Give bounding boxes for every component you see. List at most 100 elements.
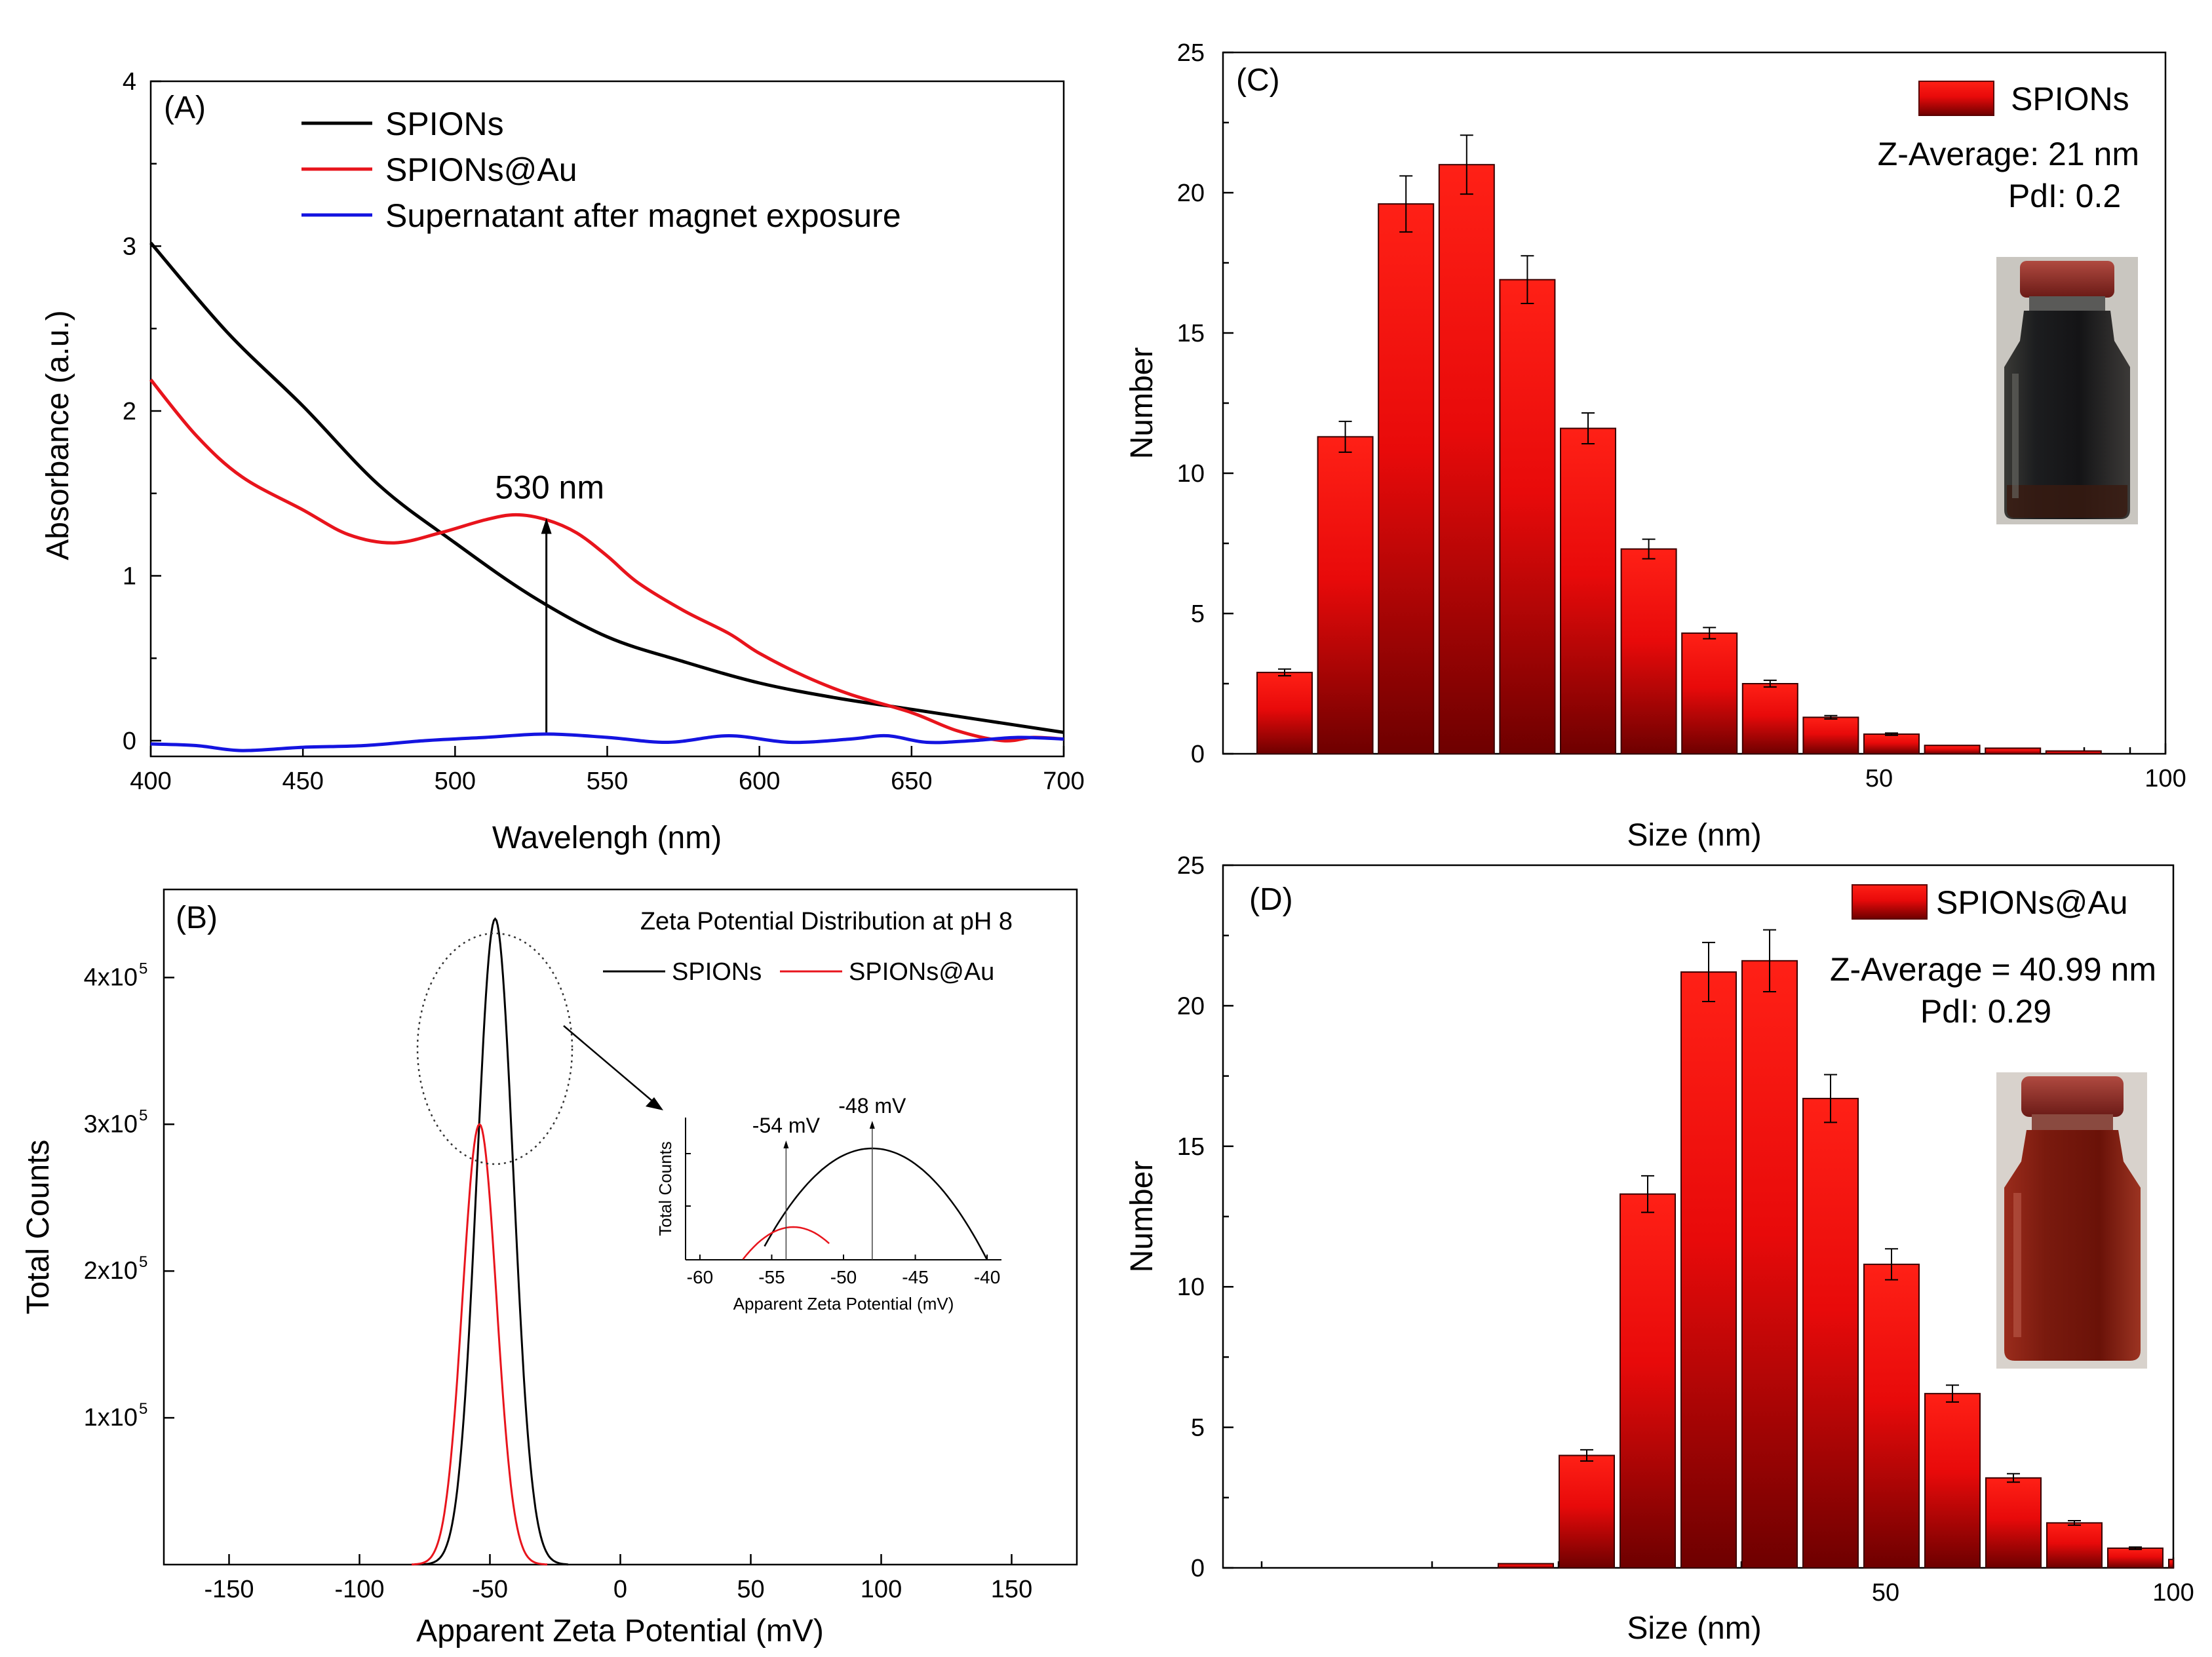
bar	[2045, 750, 2102, 754]
inset-ylabel: Total Counts	[655, 1141, 675, 1236]
panel-a-ylabel: Absorbance (a.u.)	[41, 310, 75, 560]
inset-xlabel: Apparent Zeta Potential (mV)	[733, 1294, 954, 1314]
panel-c-ticks: 0 5 10 15 20 25 50 100	[1177, 39, 2186, 792]
y-tick-label: 0	[123, 728, 136, 755]
panel-a-series	[149, 241, 1064, 752]
panel-d-ylabel: Number	[1125, 1161, 1159, 1273]
z-average-note: Z-Average: 21 nm	[1878, 136, 2139, 172]
inset-peak-label: -48 mV	[838, 1094, 906, 1118]
x-tick-label: 150	[991, 1576, 1032, 1603]
y-tick-label: 2	[123, 398, 136, 425]
y-tick-exponent: 5	[139, 1253, 147, 1271]
panel-d: 0 5 10 15 20 25 50 100 (D) SPIONs@Au Z-Average …	[1125, 852, 2194, 1646]
panel-a-ticks: 400 450 500 550 600 650 700 0 1 2 3 4	[123, 68, 1085, 795]
series-line-spions-au	[149, 378, 1064, 743]
panel-a-frame	[149, 80, 1065, 758]
legend-label-spions: SPIONs	[2011, 81, 2129, 117]
y-tick-exponent: 5	[139, 1400, 147, 1418]
panel-a-legend: SPIONs SPIONs@Au Supernatant after magne…	[301, 106, 901, 234]
vial-photo-spions	[1996, 257, 2138, 524]
bar	[1802, 716, 1859, 754]
x-tick-label: -50	[472, 1576, 508, 1603]
y-tick-label: 10	[1177, 460, 1205, 488]
x-tick-label: 100	[2152, 1579, 2194, 1607]
legend-label-spions-au: SPIONs@Au	[385, 151, 577, 188]
legend-label-spions: SPIONs	[672, 958, 762, 986]
y-tick-label: 15	[1177, 1133, 1205, 1161]
x-tick-label: 0	[613, 1576, 627, 1603]
y-tick-exponent: 5	[139, 960, 147, 977]
x-tick-label: 50	[737, 1576, 764, 1603]
y-tick-label: 4x10	[84, 964, 138, 991]
x-tick-label: 450	[282, 768, 323, 795]
x-tick-label: 50	[1872, 1579, 1899, 1607]
panel-c-bars	[1256, 134, 2102, 755]
bar	[2107, 1547, 2163, 1569]
series-line-spions	[149, 241, 1064, 734]
bar	[1985, 747, 2042, 754]
y-tick-label: 5	[1191, 1414, 1205, 1442]
x-tick-label: 400	[130, 768, 171, 795]
y-tick-label: 1x10	[84, 1404, 138, 1432]
inset-peak-label: -54 mV	[752, 1114, 821, 1137]
bar	[1256, 671, 1313, 755]
y-tick-label: 5	[1191, 600, 1205, 628]
y-tick-label: 10	[1177, 1274, 1205, 1301]
bar	[1620, 1193, 1676, 1569]
x-tick-label: 600	[739, 768, 780, 795]
panel-b-frame	[163, 888, 1078, 1566]
y-tick-label: 4	[123, 68, 136, 96]
legend-swatch-spions	[1918, 81, 1994, 116]
bar	[1985, 1477, 2042, 1569]
panel-b-ylabel: Total Counts	[21, 1140, 56, 1315]
panel-b-title: Zeta Potential Distribution at pH 8	[640, 908, 1013, 935]
y-tick-label: 2x10	[84, 1257, 138, 1285]
panel-d-ticks: 0 5 10 15 20 25 50 100	[1177, 852, 2194, 1607]
inset-peak-arrowhead	[869, 1121, 875, 1129]
panel-a-label: (A)	[164, 90, 206, 125]
x-tick-label: 500	[435, 768, 476, 795]
x-tick-label: 100	[861, 1576, 902, 1603]
panel-b-legend: SPIONs SPIONs@Au	[603, 958, 994, 986]
vial-photo-spions-au	[1996, 1072, 2147, 1369]
panel-a-annotation: 530 nm	[495, 469, 604, 733]
panel-a: 400 450 500 550 600 650 700 0 1 2 3 4 (A) SPIONs SP…	[41, 68, 1085, 855]
y-tick-label: 3x10	[84, 1110, 138, 1138]
inset-x-tick-label: -45	[902, 1267, 928, 1287]
y-tick-label: 15	[1177, 320, 1205, 347]
bar	[1924, 1393, 1981, 1569]
x-tick-label: 550	[587, 768, 628, 795]
z-average-note: Z-Average = 40.99 nm	[1830, 951, 2156, 988]
panel-c-ylabel: Number	[1125, 347, 1159, 459]
zoom-arrowhead	[646, 1097, 663, 1110]
bar	[1741, 960, 1798, 1569]
bar	[2046, 1522, 2103, 1569]
bar	[1681, 632, 1738, 755]
legend-label-supernatant: Supernatant after magnet exposure	[385, 197, 901, 234]
x-tick-label: 650	[891, 768, 932, 795]
bar	[1863, 733, 1920, 755]
annotation-arrowhead	[541, 518, 552, 534]
panel-d-bars	[1498, 929, 2174, 1569]
panel-c-label: (C)	[1236, 63, 1280, 98]
x-tick-label: 100	[2144, 765, 2186, 792]
panel-b-series	[412, 917, 568, 1566]
y-tick-label: 1	[123, 563, 136, 591]
series-line-supernatant-after-magnet-exposure	[150, 732, 1064, 752]
distribution-curve-spions-au	[412, 1123, 548, 1566]
bar	[1378, 203, 1435, 754]
pdi-note: PdI: 0.29	[1920, 993, 2051, 1030]
bar	[1620, 548, 1677, 754]
inset-x-tick-label: -60	[687, 1267, 713, 1287]
legend-label-spions-au: SPIONs@Au	[1936, 884, 2128, 921]
bar	[1498, 1563, 1554, 1569]
bar	[1924, 745, 1981, 755]
inset-x-tick-label: -50	[830, 1267, 857, 1287]
panel-c: 0 5 10 15 20 25 50 100 (C) SPIONs Z-Average: 21…	[1125, 39, 2186, 853]
y-tick-label: 25	[1177, 39, 1205, 67]
bar	[1802, 1097, 1859, 1569]
y-tick-label: 20	[1177, 180, 1205, 207]
